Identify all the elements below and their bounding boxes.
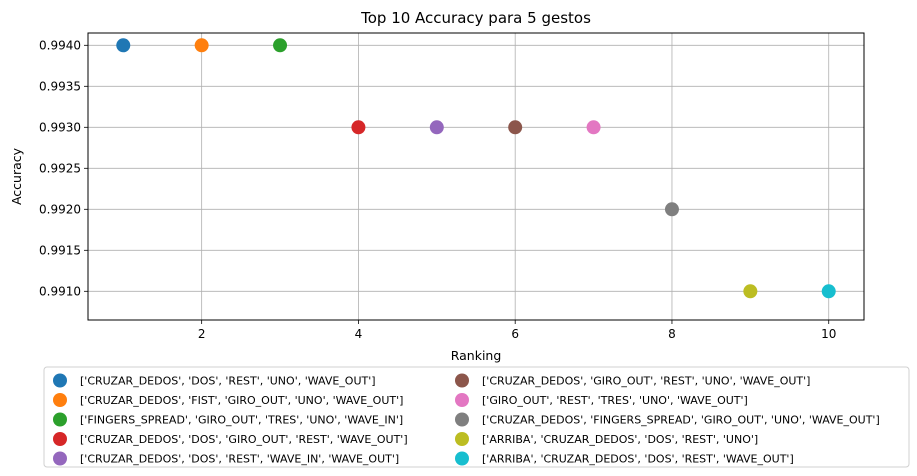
data-point: [273, 38, 288, 53]
y-tick-label: 0.9925: [39, 161, 81, 175]
x-axis-label: Ranking: [451, 348, 502, 363]
legend-entry-label: ['ARRIBA', 'CRUZAR_DEDOS', 'DOS', 'REST'…: [482, 433, 758, 446]
legend-entry-label: ['ARRIBA', 'CRUZAR_DEDOS', 'DOS', 'REST'…: [482, 453, 794, 466]
legend-marker: [53, 373, 67, 388]
legend-marker: [455, 412, 469, 427]
legend-box: [43, 366, 910, 468]
legend-marker: [53, 412, 67, 427]
data-point: [821, 284, 836, 299]
legend-entry-label: ['GIRO_OUT', 'REST', 'TRES', 'UNO', 'WAV…: [482, 394, 748, 407]
y-tick-label: 0.9930: [39, 120, 81, 134]
y-tick-label: 0.9915: [39, 243, 81, 257]
legend-marker: [455, 451, 469, 466]
grid: [88, 33, 864, 320]
data-point: [664, 202, 679, 217]
legend-entry-label: ['CRUZAR_DEDOS', 'DOS', 'REST', 'WAVE_IN…: [80, 453, 399, 466]
axis-ticks: 2 4 6 8 10 0.9910 0.9915 0.9920 0.9925 0.9930 0.99…: [39, 38, 836, 341]
chart-title: Top 10 Accuracy para 5 gestos: [360, 9, 591, 27]
legend-marker: [455, 393, 469, 407]
legend-marker: [455, 432, 469, 446]
y-tick-label: 0.9920: [39, 202, 81, 216]
data-points: [116, 38, 836, 299]
legend-entry-label: ['FINGERS_SPREAD', 'GIRO_OUT', 'TRES', '…: [80, 414, 403, 427]
legend-entry-label: ['CRUZAR_DEDOS', 'FINGERS_SPREAD', 'GIRO…: [482, 414, 880, 427]
x-tick-label: 10: [821, 327, 836, 341]
y-axis-label: Accuracy: [9, 147, 24, 205]
data-point: [194, 38, 209, 53]
y-tick-label: 0.9935: [39, 79, 81, 93]
y-tick-label: 0.9940: [39, 38, 81, 52]
legend-entry-label: ['CRUZAR_DEDOS', 'GIRO_OUT', 'REST', 'UN…: [482, 375, 810, 388]
x-tick-label: 4: [355, 327, 363, 341]
legend: ['CRUZAR_DEDOS', 'DOS', 'REST', 'UNO', '…: [43, 366, 910, 468]
x-tick-label: 2: [198, 327, 206, 341]
legend-marker: [53, 393, 67, 407]
plot-area: [87, 32, 865, 321]
x-tick-label: 8: [668, 327, 676, 341]
x-tick-label: 6: [511, 327, 519, 341]
legend-marker: [53, 451, 67, 466]
data-point: [116, 38, 131, 53]
data-point: [508, 120, 523, 135]
legend-entry-label: ['CRUZAR_DEDOS', 'DOS', 'GIRO_OUT', 'RES…: [80, 433, 408, 446]
legend-marker: [455, 373, 469, 388]
data-point: [743, 284, 758, 299]
legend-entry-label: ['CRUZAR_DEDOS', 'FIST', 'GIRO_OUT', 'UN…: [80, 394, 403, 407]
legend-entry-label: ['CRUZAR_DEDOS', 'DOS', 'REST', 'UNO', '…: [80, 375, 376, 388]
data-point: [351, 120, 366, 135]
legend-marker: [53, 432, 67, 446]
data-point: [586, 120, 601, 135]
data-point: [429, 120, 444, 135]
y-tick-label: 0.9910: [39, 284, 81, 298]
